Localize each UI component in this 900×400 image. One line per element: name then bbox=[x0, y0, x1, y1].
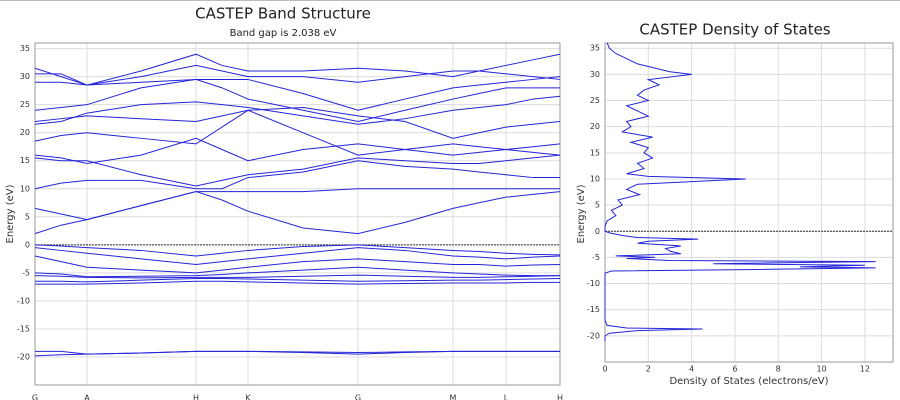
x-tick-label: 10 bbox=[816, 365, 826, 374]
band-line bbox=[34, 78, 560, 123]
band-line bbox=[34, 188, 560, 221]
y-tick-label: 10 bbox=[20, 184, 30, 193]
band-line bbox=[35, 76, 561, 111]
y-tick-label: 5 bbox=[25, 212, 30, 221]
band-line bbox=[34, 274, 561, 279]
y-tick-label: -20 bbox=[587, 331, 600, 340]
chart-title: CASTEP Band Structure bbox=[195, 5, 371, 23]
y-tick-label: 25 bbox=[590, 96, 600, 105]
y-tick-label: 25 bbox=[20, 100, 30, 109]
x-tick-label: 4 bbox=[689, 365, 694, 374]
y-axis-label: Energy (eV) bbox=[576, 184, 587, 243]
band-line bbox=[34, 266, 560, 278]
x-tick-label: G bbox=[32, 394, 38, 400]
x-tick-label: M bbox=[450, 394, 457, 400]
band-line bbox=[34, 137, 561, 165]
y-tick-label: -10 bbox=[587, 279, 600, 288]
y-tick-label: -20 bbox=[17, 352, 30, 361]
band-line bbox=[35, 280, 560, 285]
y-tick-label: 15 bbox=[590, 148, 600, 157]
x-tick-label: 12 bbox=[860, 365, 870, 374]
y-tick-label: 10 bbox=[590, 174, 600, 183]
y-tick-label: 0 bbox=[595, 227, 600, 236]
band-line bbox=[34, 95, 561, 125]
x-tick-label: 6 bbox=[732, 365, 737, 374]
y-tick-label: 35 bbox=[590, 44, 600, 53]
band-line bbox=[34, 255, 561, 274]
y-tick-label: 35 bbox=[20, 44, 30, 53]
y-tick-label: 0 bbox=[25, 240, 30, 249]
band-line bbox=[35, 277, 561, 283]
band-line bbox=[35, 350, 560, 355]
x-tick-label: 0 bbox=[602, 365, 607, 374]
y-tick-label: -15 bbox=[17, 324, 30, 333]
y-tick-label: 15 bbox=[20, 156, 30, 165]
x-tick-label: K bbox=[245, 394, 251, 400]
y-tick-label: -10 bbox=[17, 296, 30, 305]
x-tick-label: H bbox=[193, 394, 199, 400]
x-tick-label: 2 bbox=[646, 365, 651, 374]
band-line bbox=[34, 109, 561, 156]
plot-frame bbox=[34, 42, 561, 386]
x-axis-label: Density of States (electrons/eV) bbox=[669, 376, 828, 387]
y-tick-label: 5 bbox=[595, 201, 600, 210]
dos-line bbox=[604, 42, 876, 342]
y-tick-label: -5 bbox=[22, 268, 30, 277]
band-line bbox=[34, 247, 561, 265]
x-tick-label: H bbox=[557, 394, 563, 400]
y-axis-label: Energy (eV) bbox=[5, 184, 16, 243]
y-tick-label: -15 bbox=[587, 305, 600, 314]
band-line bbox=[34, 154, 561, 187]
plot-frame bbox=[604, 42, 894, 363]
chart-subtitle: Band gap is 2.038 eV bbox=[230, 28, 337, 39]
y-tick-label: 30 bbox=[20, 72, 30, 81]
y-tick-label: 20 bbox=[20, 128, 30, 137]
x-tick-label: A bbox=[84, 394, 90, 400]
band-line bbox=[34, 64, 561, 86]
band-line bbox=[35, 53, 561, 86]
chart-title: CASTEP Density of States bbox=[639, 21, 830, 39]
y-tick-label: 30 bbox=[590, 70, 600, 79]
x-tick-label: G bbox=[355, 394, 361, 400]
band-line bbox=[34, 160, 560, 190]
y-tick-label: -5 bbox=[592, 253, 600, 262]
x-tick-label: 8 bbox=[776, 365, 781, 374]
band-line bbox=[34, 106, 561, 139]
y-tick-label: 20 bbox=[590, 122, 600, 131]
x-tick-label: L bbox=[504, 394, 509, 400]
band-line bbox=[34, 244, 561, 257]
